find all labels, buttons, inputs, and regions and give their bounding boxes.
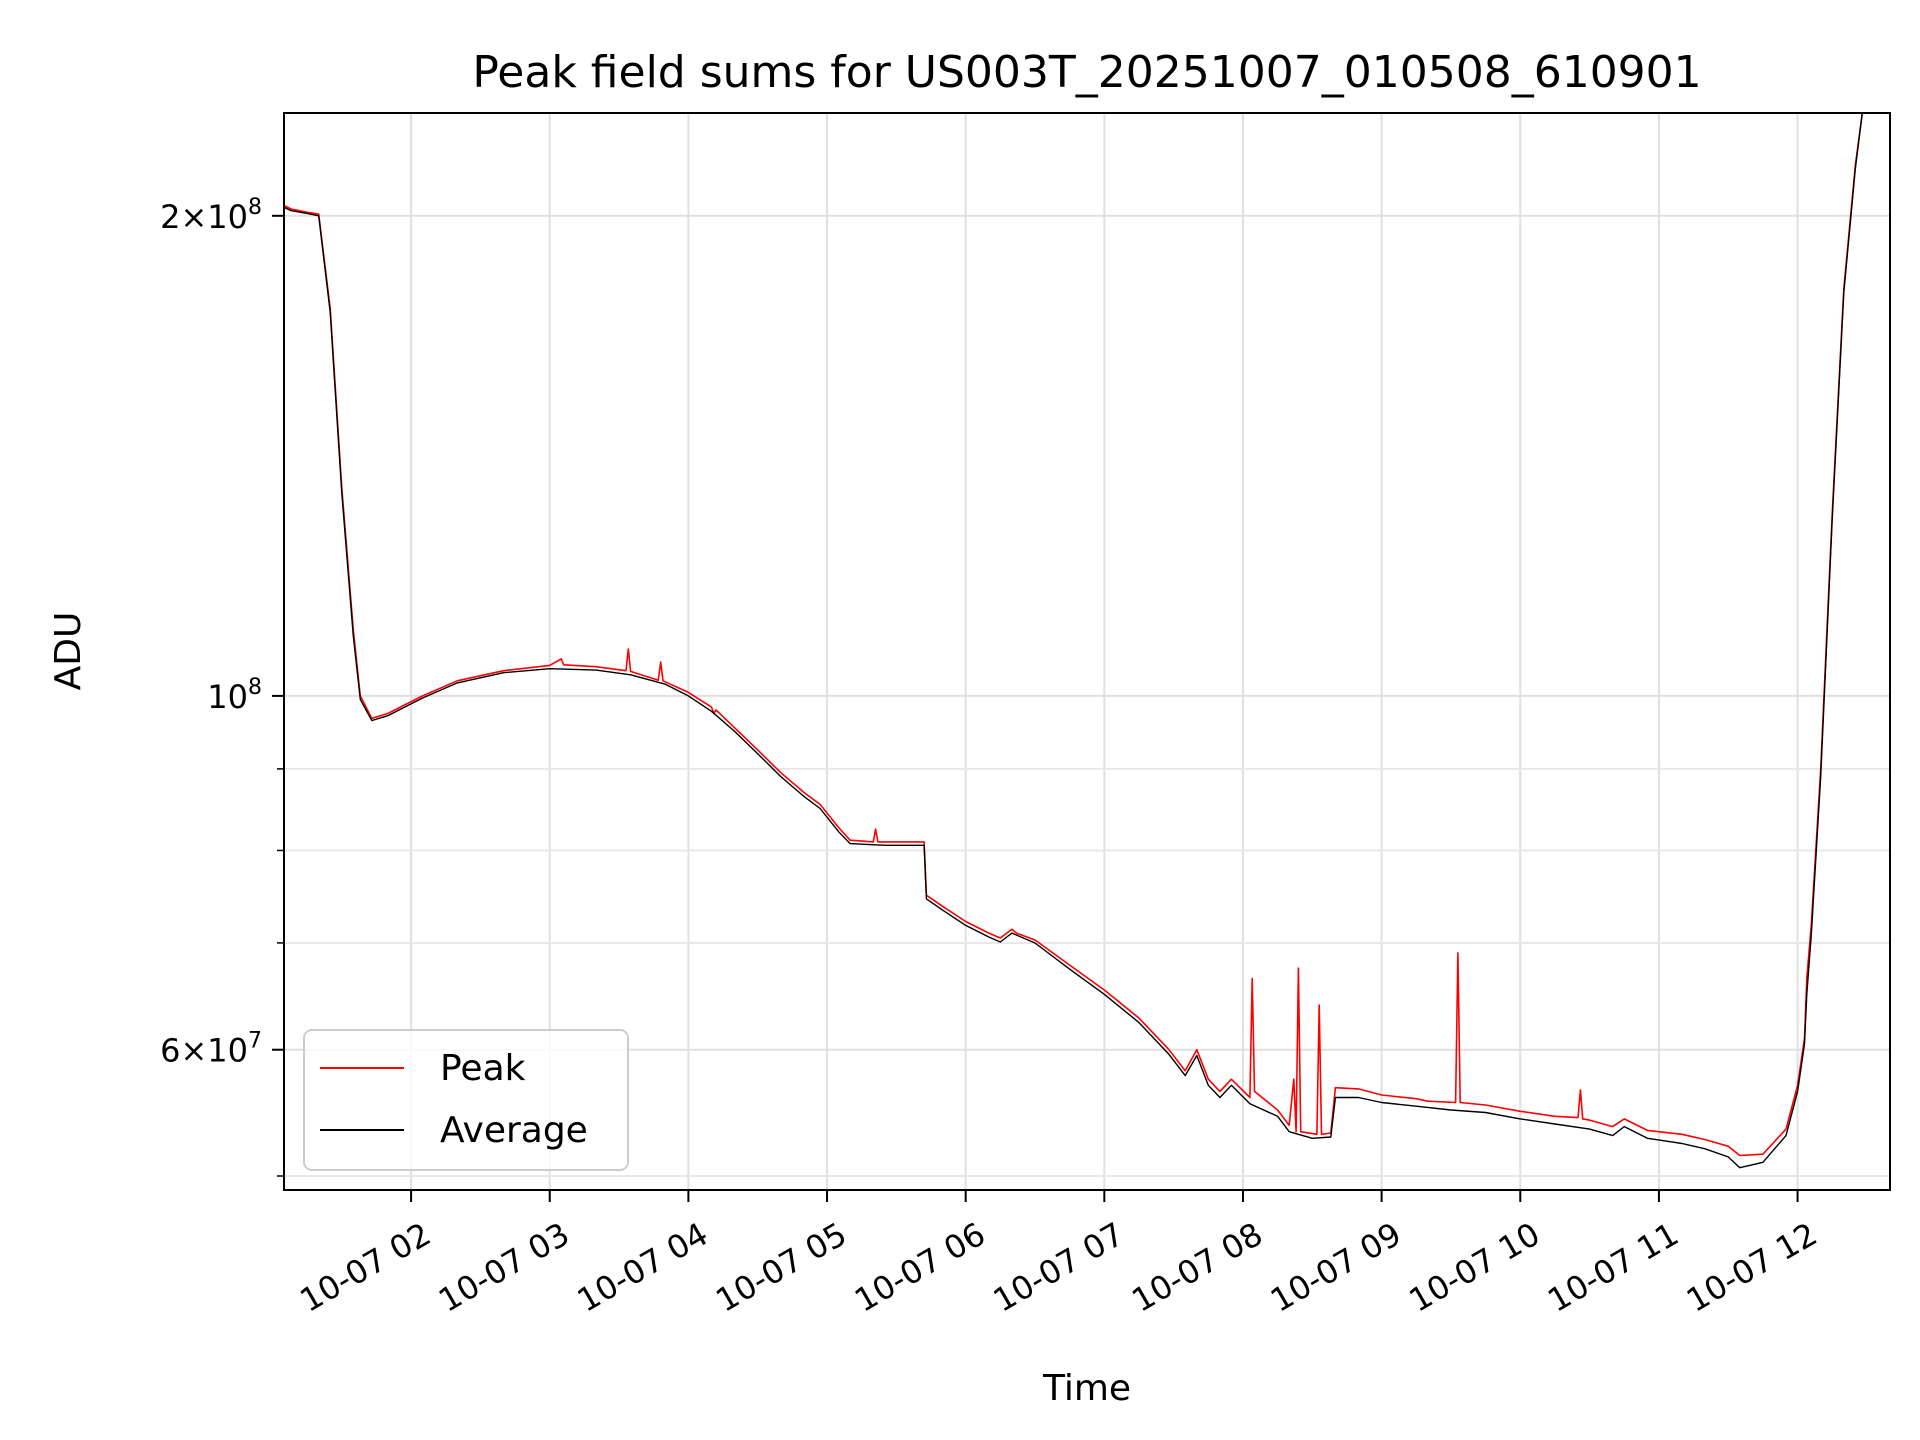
series-line-peak [284, 113, 1864, 1157]
y-tick-label: 2×108 [160, 195, 262, 236]
y-tick-label: 108 [207, 675, 262, 716]
legend: Peak Average [303, 1029, 629, 1171]
series-layer [284, 113, 1864, 1169]
x-axis-label: Time [1042, 1368, 1131, 1409]
chart-title: Peak field sums for US003T_20251007_0105… [472, 47, 1701, 98]
y-tick-label: 6×107 [160, 1029, 262, 1070]
legend-label-peak: Peak [440, 1048, 526, 1089]
series-line-average [284, 113, 1863, 1169]
plot-frame [283, 112, 1891, 1191]
y-axis-label: ADU [48, 612, 89, 691]
legend-box [303, 1029, 629, 1171]
legend-label-average: Average [440, 1110, 588, 1151]
grid [284, 113, 1890, 1190]
